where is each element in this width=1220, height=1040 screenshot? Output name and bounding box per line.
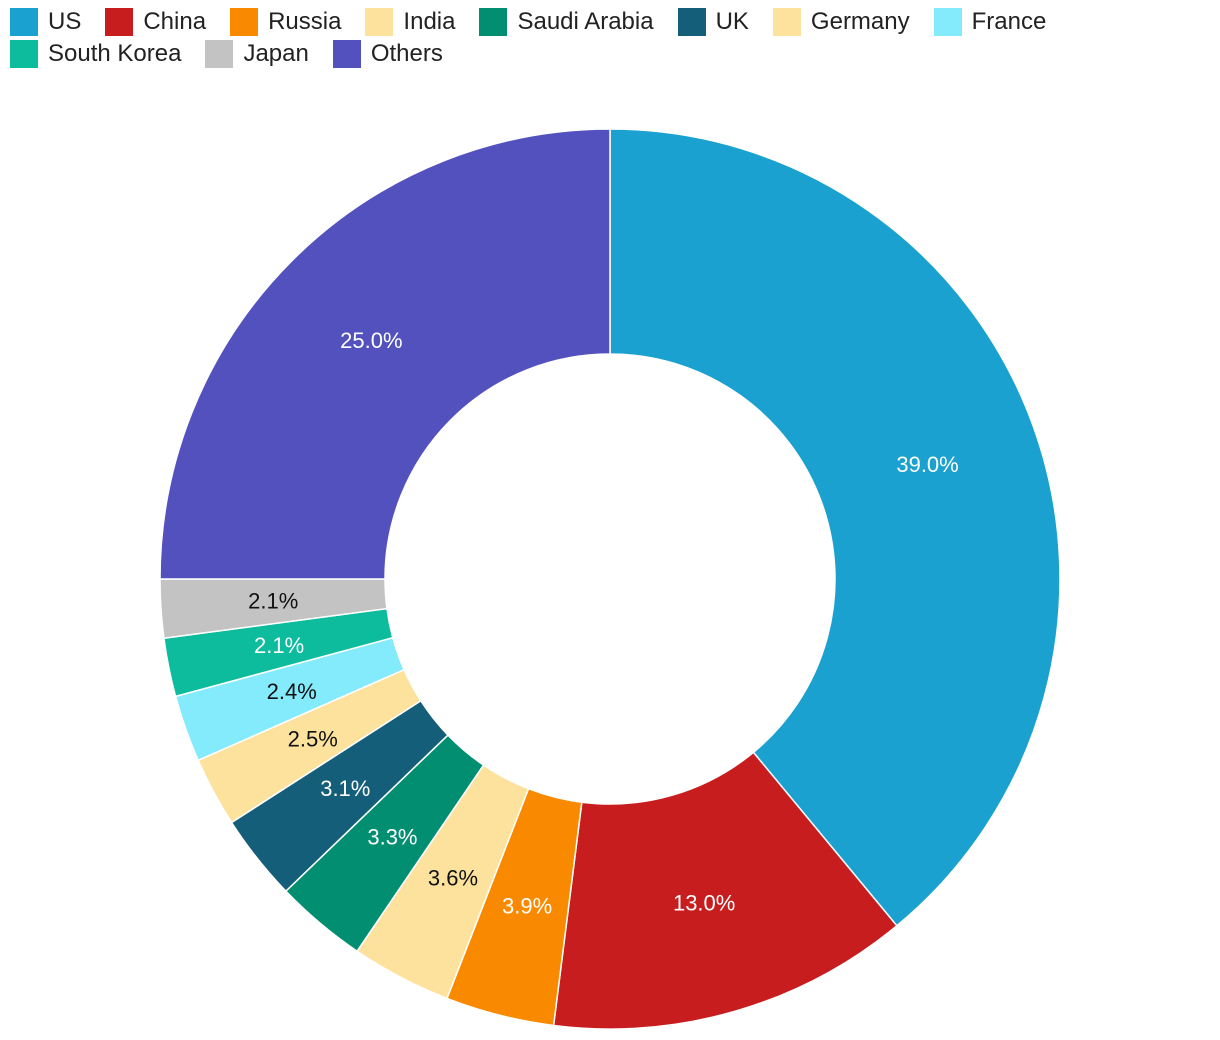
legend-label: Others bbox=[370, 40, 443, 67]
legend-label: China bbox=[143, 8, 207, 35]
slice-label-germany: 2.5% bbox=[288, 726, 338, 751]
legend-item-us[interactable]: US bbox=[10, 8, 81, 36]
legend-row: US China Russia India Saudi Arabia UK Germany F… bbox=[10, 6, 1210, 38]
slice-label-india: 3.6% bbox=[428, 865, 478, 890]
legend-swatch bbox=[772, 8, 801, 36]
legend-swatch bbox=[933, 8, 962, 36]
legend-swatch bbox=[365, 8, 394, 36]
slice-others[interactable] bbox=[159, 128, 611, 580]
legend-row: South Korea Japan Others bbox=[10, 38, 1210, 70]
legend-swatch bbox=[332, 40, 361, 68]
legend-swatch bbox=[230, 8, 259, 36]
legend-label: Russia bbox=[268, 8, 342, 35]
slice-china[interactable] bbox=[552, 751, 898, 1030]
slice-label-us: 39.0% bbox=[896, 452, 958, 477]
legend-swatch bbox=[105, 8, 134, 36]
legend-label: UK bbox=[715, 8, 749, 35]
legend-label: US bbox=[48, 8, 82, 35]
slice-label-others: 25.0% bbox=[340, 328, 402, 353]
legend-item-russia[interactable]: Russia bbox=[230, 8, 341, 36]
legend-item-france[interactable]: France bbox=[933, 8, 1047, 36]
chart-legend: US China Russia India Saudi Arabia UK Germany F… bbox=[10, 6, 1210, 70]
legend-label: Saudi Arabia bbox=[517, 8, 654, 35]
slice-label-south-korea: 2.1% bbox=[254, 633, 304, 658]
legend-label: India bbox=[403, 8, 456, 35]
legend-item-china[interactable]: China bbox=[105, 8, 206, 36]
legend-label: Japan bbox=[243, 40, 309, 67]
legend-swatch bbox=[10, 8, 38, 36]
slice-us[interactable] bbox=[609, 128, 1061, 927]
legend-swatch bbox=[10, 40, 38, 68]
legend-swatch bbox=[677, 8, 706, 36]
legend-item-south-korea[interactable]: South Korea bbox=[10, 40, 181, 68]
slice-label-france: 2.4% bbox=[267, 679, 317, 704]
legend-item-saudi-arabia[interactable]: Saudi Arabia bbox=[479, 8, 654, 36]
slice-label-russia: 3.9% bbox=[502, 894, 552, 919]
legend-item-others[interactable]: Others bbox=[332, 40, 443, 68]
legend-swatch bbox=[479, 8, 508, 36]
legend-item-germany[interactable]: Germany bbox=[772, 8, 910, 36]
legend-label: Germany bbox=[810, 8, 910, 35]
legend-label: France bbox=[971, 8, 1047, 35]
slice-label-japan: 2.1% bbox=[248, 589, 298, 614]
legend-item-japan[interactable]: Japan bbox=[205, 40, 309, 68]
slice-label-china: 13.0% bbox=[673, 891, 735, 916]
slice-label-uk: 3.1% bbox=[320, 776, 370, 801]
legend-swatch bbox=[205, 40, 234, 68]
slice-label-saudi-arabia: 3.3% bbox=[367, 825, 417, 850]
legend-item-india[interactable]: India bbox=[365, 8, 455, 36]
legend-item-uk[interactable]: UK bbox=[677, 8, 749, 36]
legend-label: South Korea bbox=[48, 40, 182, 67]
